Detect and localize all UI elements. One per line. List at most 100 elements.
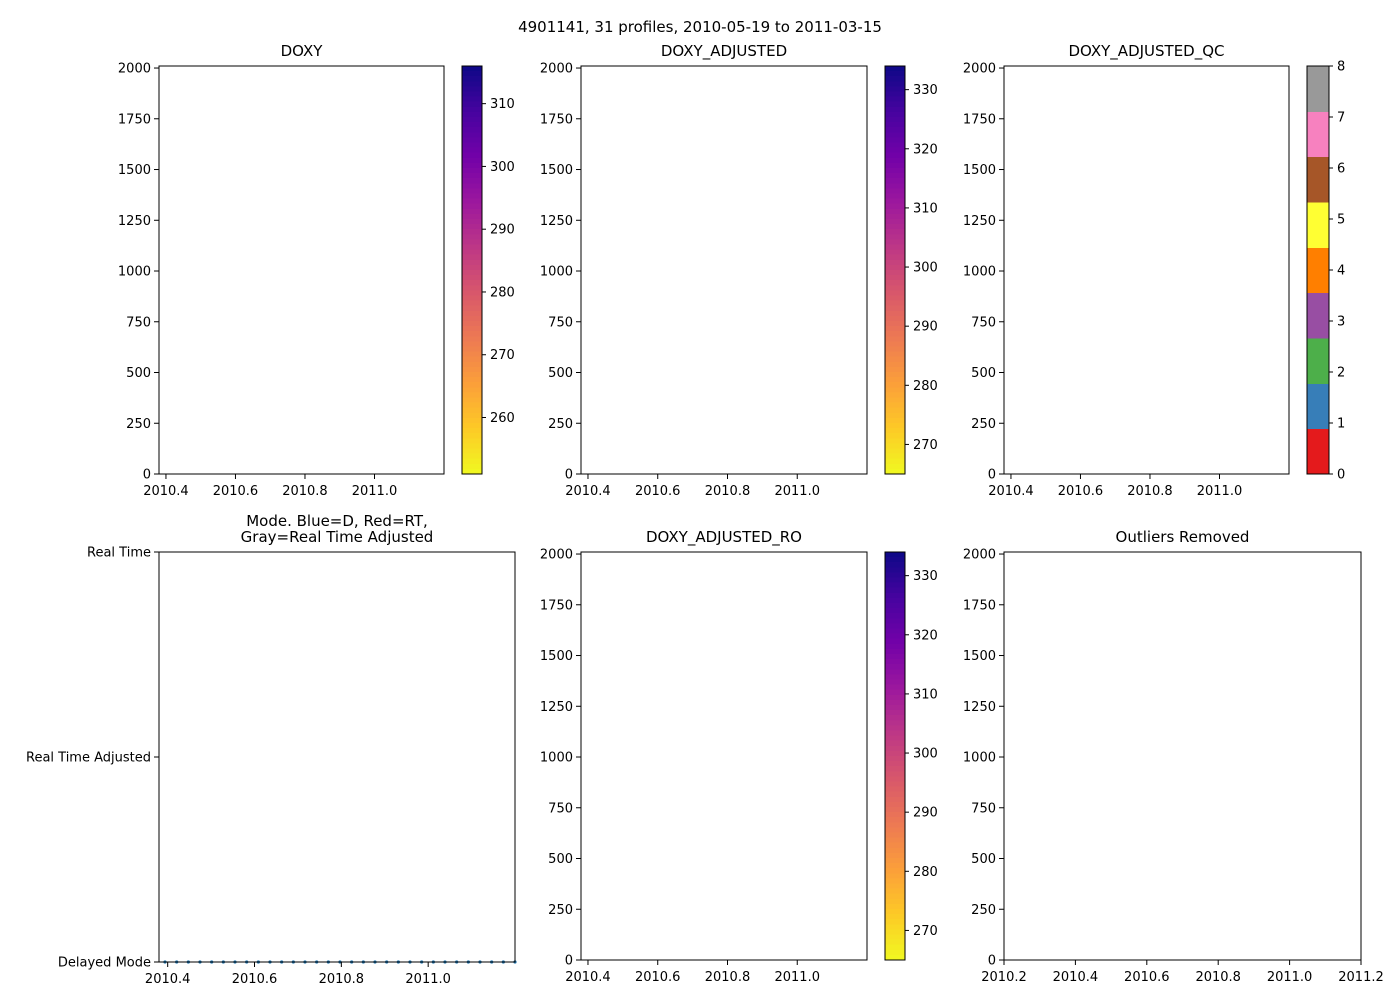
- colorbar-gradient-step: [885, 557, 905, 563]
- colorbar-gradient-step: [462, 66, 482, 72]
- colorbar-gradient-step: [885, 592, 905, 599]
- colorbar-gradient-step: [885, 832, 905, 839]
- x-tick-label: 2010.6: [635, 970, 681, 985]
- colorbar-tick-label: 310: [913, 687, 938, 702]
- colorbar-tick-label: 290: [913, 320, 938, 335]
- colorbar-gradient-step: [885, 638, 905, 645]
- y-tick-label: 2000: [540, 62, 573, 77]
- y-tick-label: 250: [971, 417, 996, 432]
- chart-title: Mode. Blue=D, Red=RT,: [246, 512, 428, 530]
- colorbar-gradient-step: [885, 710, 905, 716]
- colorbar-gradient-step: [462, 229, 482, 235]
- colorbar-gradient-step: [885, 106, 905, 113]
- colorbar-gradient-step: [885, 628, 905, 635]
- colorbar-gradient-step: [885, 750, 905, 757]
- chart-doxy_adjusted: DOXY_ADJUSTED 270 280 290 300 310 320 330 0 250 50…: [540, 42, 938, 499]
- colorbar-segment: [1307, 202, 1329, 248]
- colorbar-gradient-step: [885, 101, 905, 108]
- y-tick-label: 1000: [540, 265, 573, 280]
- y-tick-label: 0: [565, 468, 573, 483]
- panels: DOXY260270280290300310025050075010001250…: [26, 42, 1384, 987]
- y-tick-label: 1750: [963, 112, 996, 127]
- colorbar-gradient-step: [462, 96, 482, 103]
- colorbar-tick-label: 300: [913, 261, 938, 276]
- colorbar-gradient-step: [885, 735, 905, 742]
- colorbar-gradient-step: [885, 147, 905, 154]
- colorbar-gradient-step: [885, 914, 905, 920]
- colorbar-tick-label: 2: [1337, 366, 1345, 381]
- colorbar-gradient-step: [885, 679, 905, 686]
- y-tick-label: 1250: [963, 214, 996, 229]
- colorbar-gradient-step: [885, 659, 905, 665]
- colorbar-gradient-step: [885, 270, 905, 276]
- colorbar-gradient-step: [462, 203, 482, 210]
- colorbar-gradient-step: [885, 417, 905, 424]
- colorbar-segment: [1307, 156, 1329, 203]
- y-tick-label: 1750: [540, 598, 573, 613]
- colorbar-gradient-step: [885, 572, 905, 579]
- colorbar-gradient-step: [462, 208, 482, 215]
- x-tick-label: 2010.8: [282, 484, 328, 499]
- x-tick-label: 2010.4: [565, 484, 611, 499]
- colorbar-segment: [1307, 338, 1329, 384]
- colorbar-gradient-step: [462, 81, 482, 87]
- colorbar-gradient-step: [885, 781, 905, 788]
- colorbar-gradient-step: [462, 321, 482, 327]
- colorbar-gradient-step: [462, 173, 482, 179]
- colorbar-gradient-step: [462, 397, 482, 404]
- colorbar-gradient-step: [885, 858, 905, 864]
- colorbar-gradient-step: [885, 315, 905, 322]
- colorbar-tick-label: 280: [913, 865, 938, 880]
- y-tick-label: 500: [548, 366, 573, 381]
- colorbar: 270 280 290 300 310 320 330: [884, 551, 938, 961]
- colorbar-segment: [1307, 292, 1329, 339]
- x-tick-label: 2010.4: [1053, 970, 1099, 985]
- y-tick-label: 1250: [540, 700, 573, 715]
- colorbar-gradient-step: [885, 817, 905, 823]
- chart-doxy_adjusted_qc: DOXY_ADJUSTED_QC 0 1 2 3 4 5 6 7 8 0 250 500 750 1000 1…: [963, 42, 1345, 499]
- colorbar-gradient-step: [885, 300, 905, 307]
- y-tick-label: 1000: [963, 751, 996, 766]
- colorbar-gradient-step: [462, 178, 482, 184]
- colorbar-gradient-step: [885, 254, 905, 261]
- colorbar-gradient-step: [885, 643, 905, 650]
- colorbar-tick-label: 290: [913, 806, 938, 821]
- colorbar-gradient-step: [462, 310, 482, 317]
- y-tick-label: 1750: [118, 112, 151, 127]
- colorbar-gradient-step: [885, 173, 905, 179]
- y-tick-label: 1500: [963, 649, 996, 664]
- colorbar-gradient-step: [885, 229, 905, 235]
- colorbar-gradient-step: [885, 863, 905, 869]
- colorbar-gradient-step: [885, 290, 905, 297]
- colorbar-gradient-step: [885, 684, 905, 691]
- colorbar-gradient-step: [885, 613, 905, 619]
- colorbar-gradient-step: [885, 168, 905, 174]
- colorbar-gradient-step: [885, 807, 905, 813]
- colorbar-gradient-step: [885, 392, 905, 399]
- colorbar-gradient-step: [885, 577, 905, 584]
- colorbar-gradient-step: [885, 127, 905, 133]
- colorbar-gradient-step: [885, 310, 905, 317]
- colorbar-gradient-step: [885, 822, 905, 828]
- colorbar-gradient-step: [885, 321, 905, 327]
- colorbar-gradient-step: [885, 582, 905, 589]
- colorbar-gradient-step: [462, 219, 482, 225]
- colorbar-gradient-step: [462, 234, 482, 240]
- x-tick-label: 2011.0: [352, 484, 398, 499]
- colorbar-tick-label: 270: [913, 438, 938, 453]
- colorbar-gradient-step: [885, 567, 905, 573]
- colorbar-gradient-step: [885, 468, 905, 475]
- colorbar-gradient-step: [885, 878, 905, 885]
- chart-title: DOXY_ADJUSTED_QC: [1068, 42, 1224, 61]
- colorbar-gradient-step: [885, 244, 905, 251]
- colorbar-gradient-step: [885, 397, 905, 404]
- colorbar-gradient-step: [885, 654, 905, 660]
- colorbar-tick-label: 270: [490, 348, 515, 363]
- colorbar-gradient-step: [885, 132, 905, 138]
- colorbar-gradient-step: [885, 402, 905, 409]
- colorbar-gradient-step: [885, 705, 905, 711]
- y-tick-label: 1250: [118, 214, 151, 229]
- colorbar-gradient-step: [885, 71, 905, 77]
- y-tick-label: 2000: [963, 62, 996, 77]
- colorbar-gradient-step: [885, 178, 905, 184]
